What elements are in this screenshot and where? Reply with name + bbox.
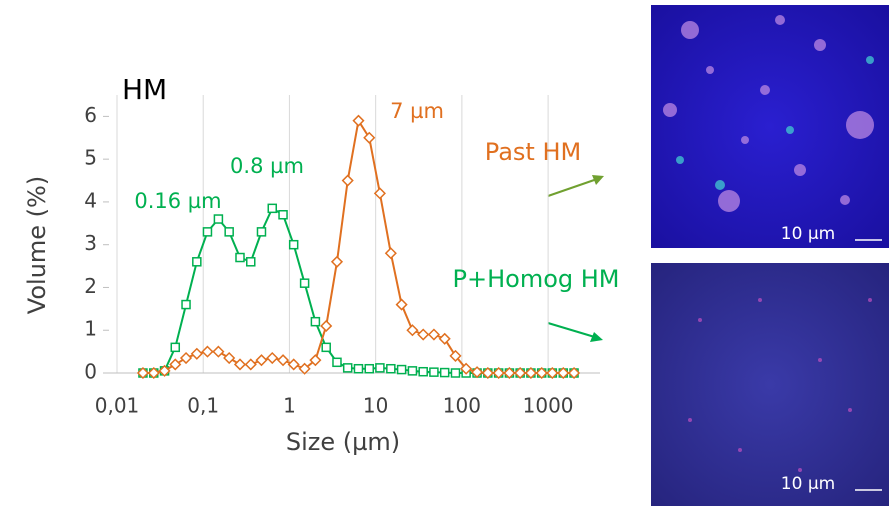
marker [449, 349, 462, 362]
marker [407, 366, 418, 376]
y-tick-label: 0 [84, 360, 97, 384]
marker [224, 227, 234, 237]
marker [288, 239, 299, 250]
marker [310, 316, 321, 327]
marker [363, 131, 376, 144]
x-axis-title: Size (µm) [286, 428, 400, 456]
marker [298, 362, 311, 375]
marker [158, 364, 171, 377]
marker [384, 247, 397, 260]
y-tick-label: 1 [84, 317, 97, 341]
marker [450, 368, 461, 378]
marker [341, 174, 354, 187]
marker [235, 252, 245, 263]
scale-label: 10 µm [781, 224, 835, 244]
marker [223, 351, 236, 365]
marker [276, 354, 290, 367]
marker [244, 358, 257, 371]
x-tick-label: 0,1 [187, 394, 219, 418]
marker [427, 328, 440, 341]
x-tick-label: 0,01 [95, 394, 140, 418]
marker [353, 363, 364, 374]
marker [169, 358, 182, 371]
scale-label: 10 µm [781, 474, 835, 494]
marker [342, 363, 353, 373]
marker [396, 364, 407, 375]
marker [417, 328, 430, 341]
arrowhead [590, 332, 603, 342]
marker [438, 332, 451, 345]
y-tick-label: 6 [84, 103, 97, 127]
y-tick-label: 4 [84, 188, 97, 212]
marker [546, 366, 559, 380]
marker [535, 366, 548, 380]
y-tick-label: 3 [84, 231, 97, 255]
x-tick-label: 1000 [523, 394, 574, 418]
annotation: 0.8 µm [230, 154, 304, 178]
marker [375, 363, 385, 373]
x-tick-label: 10 [363, 394, 388, 418]
marker [352, 114, 365, 127]
marker [514, 366, 527, 380]
marker [557, 366, 570, 380]
arrow [547, 177, 601, 197]
marker [481, 366, 494, 380]
marker [330, 255, 344, 268]
y-tick-label: 2 [84, 274, 97, 298]
marker [170, 342, 181, 353]
marker [278, 210, 288, 220]
marker [255, 354, 268, 367]
marker [147, 366, 160, 380]
marker [567, 366, 581, 380]
y-tick-label: 5 [84, 146, 97, 170]
chart-title: HM [122, 73, 167, 106]
marker [179, 351, 193, 365]
marker [202, 227, 213, 237]
marker [503, 366, 516, 380]
marker [181, 299, 191, 310]
marker [406, 324, 419, 337]
marker [418, 366, 428, 377]
marker [439, 367, 450, 378]
marker [395, 298, 408, 311]
micrograph-2: 10 µm [651, 263, 889, 506]
marker [287, 358, 300, 371]
marker [201, 345, 214, 358]
marker [212, 345, 225, 358]
marker [309, 354, 322, 367]
marker [460, 362, 473, 375]
marker [524, 366, 537, 380]
marker [266, 351, 279, 365]
marker [213, 214, 224, 224]
marker [386, 363, 396, 374]
marker [321, 342, 331, 353]
marker [470, 366, 484, 379]
x-tick-label: 100 [443, 394, 481, 418]
marker [190, 347, 203, 360]
marker [233, 358, 247, 371]
marker [256, 227, 267, 237]
x-tick-label: 1 [283, 394, 296, 418]
marker [492, 366, 505, 380]
marker [373, 187, 386, 200]
marker [320, 319, 333, 333]
marker [332, 357, 342, 368]
micrograph-1: 10 µm [651, 5, 889, 248]
marker [267, 203, 278, 214]
marker [192, 257, 202, 267]
arrowhead [592, 175, 604, 185]
y-axis-title: Volume (%) [23, 176, 51, 314]
marker [364, 363, 375, 374]
arrow [547, 322, 599, 339]
annotation: 7 µm [390, 99, 444, 123]
marker [136, 366, 150, 380]
legend-label: P+Homog HM [453, 265, 620, 293]
marker [246, 257, 256, 267]
marker [429, 367, 439, 377]
marker [299, 278, 310, 288]
legend-label: Past HM [485, 138, 581, 166]
annotation: 0.16 µm [134, 189, 221, 213]
